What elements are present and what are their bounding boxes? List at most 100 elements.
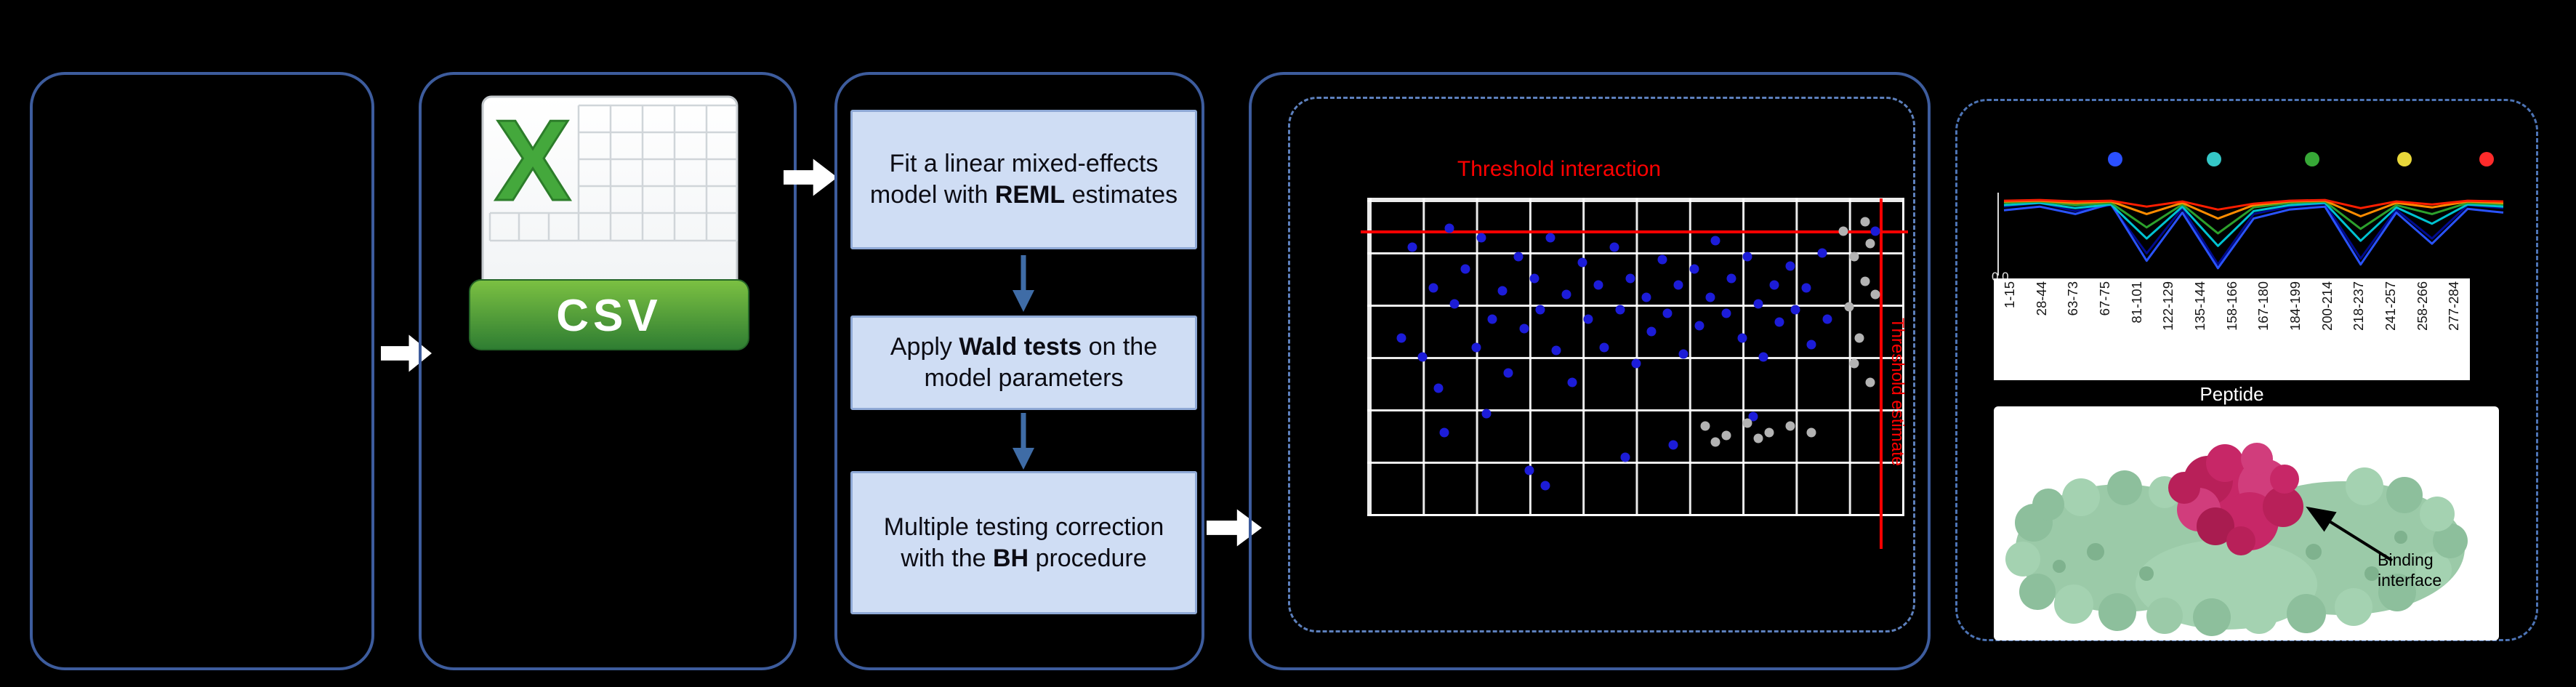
scatter-point — [1753, 299, 1763, 309]
scatter-point — [1860, 217, 1870, 227]
csv-banner-label: CSV — [556, 291, 661, 341]
scatter-point — [1673, 280, 1683, 290]
scatter-point — [1631, 358, 1641, 369]
scatter-point — [1519, 324, 1529, 334]
scatter-point — [1471, 342, 1481, 353]
exchange-series-blue — [2003, 202, 2504, 270]
scatter-point — [1822, 314, 1832, 324]
scatter-point — [1641, 292, 1651, 302]
step-text-post: on the model parameters — [924, 333, 1158, 392]
scatter-point — [1710, 236, 1720, 246]
scatter-dashed-frame: Threshold interaction Threshold estimate — [1288, 97, 1915, 632]
step-text: Fit a linear mixed-effects model with RE… — [864, 148, 1183, 211]
threshold-interaction-line — [1361, 230, 1908, 233]
exchange-series-green — [2003, 200, 2504, 235]
peptide-label: 200-214 — [2319, 281, 2335, 331]
spreadsheet-grid — [488, 104, 738, 242]
scatter-point — [1865, 377, 1875, 387]
scatter-point — [1668, 440, 1678, 450]
scatter-point — [1710, 437, 1720, 447]
scatter-point — [1726, 273, 1736, 284]
peptide-axis: 1-15 28-44 63-73 67-75 81-101 122-129 135-144 1… — [1994, 278, 2470, 380]
scatter-point — [1790, 305, 1800, 315]
scatter-point — [1615, 305, 1625, 315]
peptide-label: 277-284 — [2446, 281, 2462, 331]
scatter-point — [1860, 276, 1870, 286]
scatter-point — [1806, 340, 1816, 350]
peptide-label: 258-266 — [2414, 281, 2430, 331]
scatter-point — [1513, 252, 1524, 262]
legend-dot — [2479, 152, 2494, 166]
scatter-point — [1806, 427, 1816, 438]
scatter-point — [1801, 283, 1811, 293]
down-arrow-1 — [1013, 255, 1034, 312]
scatter-point — [1689, 264, 1699, 274]
step-text-bold: BH — [992, 544, 1029, 572]
legend-dot — [2207, 152, 2221, 166]
peptide-label: 81-101 — [2128, 281, 2144, 324]
legend-dot — [2108, 152, 2122, 166]
protein-structure-box: Binding interface — [1994, 406, 2499, 640]
scatter-point — [1838, 226, 1848, 236]
exchange-series-cyan — [2003, 201, 2504, 247]
scatter-point — [1577, 257, 1587, 268]
binding-domain — [2168, 443, 2303, 555]
scatter-point — [1529, 273, 1539, 284]
scatter-point — [1593, 280, 1603, 290]
threshold-estimate-line — [1880, 198, 1883, 549]
protein-structure — [2005, 443, 2468, 636]
scatter-point — [1769, 280, 1779, 290]
scatter-point — [1609, 242, 1619, 252]
scatter-point — [1721, 308, 1731, 318]
scatter-plot: Threshold estimate — [1361, 198, 1908, 549]
pipeline-step-2: Apply Wald tests on the model parameters — [850, 316, 1197, 410]
scatter-point — [1439, 427, 1449, 438]
scatter-point — [1476, 233, 1486, 243]
legend-dot — [2305, 152, 2319, 166]
scatter-point — [1737, 333, 1747, 343]
peptide-label: 167-180 — [2255, 281, 2271, 331]
scatter-point — [1774, 317, 1784, 327]
protein-surface — [2005, 467, 2468, 636]
scatter-point — [1646, 326, 1657, 337]
peptide-label: 135-144 — [2191, 281, 2207, 331]
csv-file-icon: X CSV — [469, 95, 749, 350]
down-arrow-2 — [1013, 413, 1034, 470]
scatter-point — [1407, 242, 1417, 252]
scatter-point — [1535, 305, 1545, 315]
step-text: Multiple testing correction with the BH … — [864, 512, 1183, 574]
pipeline-step-3: Multiple testing correction with the BH … — [850, 471, 1197, 614]
scatter-point — [1487, 314, 1497, 324]
pipeline-step-1: Fit a linear mixed-effects model with RE… — [850, 110, 1197, 249]
scatter-point — [1753, 433, 1763, 443]
binding-interface-arrow — [2306, 506, 2394, 562]
scatter-point — [1561, 289, 1571, 300]
step-text-post: procedure — [1029, 544, 1147, 572]
scatter-point — [1854, 333, 1864, 343]
scatter-point — [1599, 342, 1609, 353]
scatter-point — [1444, 223, 1454, 233]
scatter-panel: Threshold interaction Threshold estimate — [1249, 72, 1931, 670]
scatter-point — [1721, 430, 1731, 441]
scatter-point — [1705, 292, 1715, 302]
scatter-point — [1503, 368, 1513, 378]
pipeline-panel: Fit a linear mixed-effects model with RE… — [834, 72, 1204, 670]
scatter-point — [1844, 302, 1854, 312]
scatter-point — [1583, 314, 1593, 324]
scatter-point — [1764, 427, 1774, 438]
exchange-series-red — [2003, 198, 2504, 211]
step-text-bold: Wald tests — [959, 333, 1082, 361]
scatter-point — [1785, 261, 1795, 271]
scatter-point — [1662, 308, 1673, 318]
scatter-point — [1700, 421, 1710, 431]
scatter-point — [1785, 421, 1795, 431]
scatter-point — [1865, 238, 1875, 249]
scatter-point — [1417, 352, 1428, 362]
exchange-series-orange — [2003, 199, 2504, 220]
scatter-point — [1657, 254, 1667, 265]
scatter-point — [1524, 465, 1534, 475]
scatter-title: Threshold interaction — [1457, 157, 1662, 181]
scatter-point — [1497, 286, 1508, 296]
scatter-point — [1694, 321, 1704, 331]
threshold-estimate-label: Threshold estimate — [1888, 318, 1907, 467]
